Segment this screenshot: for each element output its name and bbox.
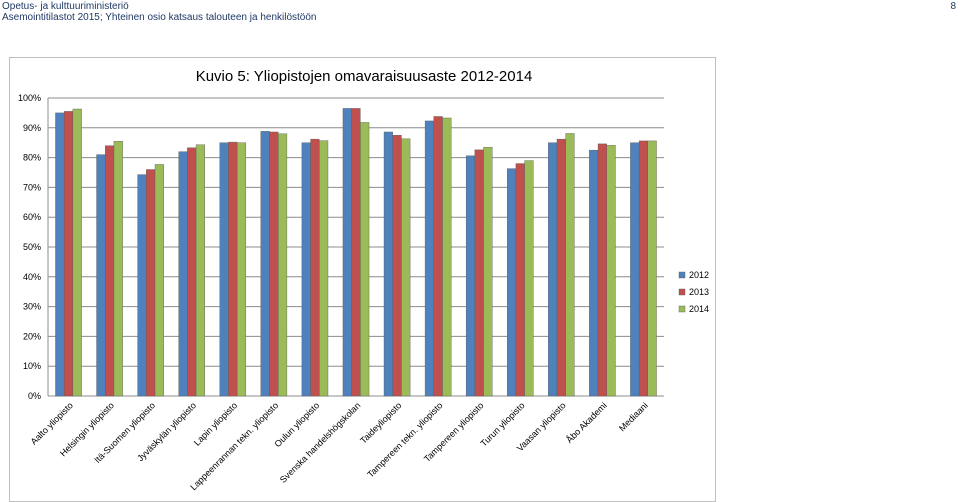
bar-2014 <box>319 140 329 397</box>
y-tick-label: 70% <box>23 182 41 192</box>
bar-2014 <box>72 108 82 397</box>
bar-2013 <box>146 169 156 397</box>
y-tick-label: 90% <box>23 123 41 133</box>
bar-2012 <box>507 168 517 397</box>
bar-2013 <box>351 108 361 397</box>
legend-swatch <box>678 288 686 296</box>
bar-2013 <box>638 140 649 397</box>
bar-2012 <box>55 112 65 397</box>
x-category-label: Taideyliopisto <box>358 400 403 445</box>
ministry-header: Opetus- ja kulttuuriministeriö <box>2 1 129 12</box>
y-tick-label: 50% <box>23 242 41 252</box>
bar-2013 <box>597 143 607 397</box>
bar-2014 <box>524 160 534 397</box>
bar-2012 <box>96 154 106 397</box>
x-category-label: Tampereen tekn. yliopisto <box>365 400 444 479</box>
x-category-label: Åbo Akademi <box>564 400 609 445</box>
y-tick-label: 0% <box>28 391 41 401</box>
bar-2014 <box>401 138 411 397</box>
legend-label: 2014 <box>689 304 709 314</box>
bar-2012 <box>260 131 270 397</box>
bar-2013 <box>515 163 525 397</box>
bar-2013 <box>556 138 566 397</box>
bar-2012 <box>424 120 434 397</box>
y-tick-label: 20% <box>23 331 41 341</box>
x-category-label: Svenska handelshögskolan <box>278 400 363 485</box>
chart-title: Kuvio 5: Yliopistojen omavaraisuusaste 2… <box>196 68 533 85</box>
bar-2014 <box>154 164 164 397</box>
bar-2013 <box>269 131 279 397</box>
bars <box>55 108 657 397</box>
y-tick-label: 100% <box>18 93 41 103</box>
bar-2013 <box>392 135 402 397</box>
y-tick-label: 30% <box>23 302 41 312</box>
bar-2013 <box>310 138 320 397</box>
bar-2014 <box>483 146 493 397</box>
bar-2013 <box>474 149 484 397</box>
x-category-label: Aalto yliopisto <box>29 400 75 446</box>
y-tick-label: 40% <box>23 272 41 282</box>
bar-2013 <box>105 145 115 397</box>
legend-swatch <box>678 271 686 279</box>
bar-2013 <box>187 147 197 397</box>
bar-2014 <box>360 122 370 397</box>
bar-2012 <box>383 131 393 397</box>
bar-2014 <box>195 144 205 397</box>
x-category-label: Lappeenrannan tekn. yliopisto <box>188 400 280 492</box>
bar-2012 <box>548 142 558 397</box>
bar-2014 <box>236 142 247 397</box>
bar-2013 <box>228 141 238 397</box>
bar-2012 <box>589 149 599 397</box>
bar-2014 <box>442 117 452 397</box>
bar-2012 <box>137 174 147 397</box>
bar-2012 <box>219 142 229 397</box>
y-tick-label: 60% <box>23 212 41 222</box>
bar-2012 <box>630 142 640 397</box>
legend-label: 2013 <box>689 287 709 297</box>
bar-2012 <box>465 155 476 397</box>
bar-2012 <box>178 151 188 397</box>
bar-2014 <box>565 133 575 397</box>
bar-2014 <box>278 133 288 397</box>
x-category-label: Mediaani <box>617 400 650 433</box>
page-number: 8 <box>950 1 956 12</box>
report-subtitle: Asemointitilastot 2015; Yhteinen osio ka… <box>2 12 317 23</box>
legend-label: 2012 <box>689 270 709 280</box>
bar-2014 <box>647 140 657 397</box>
bar-2012 <box>301 142 311 397</box>
y-tick-label: 10% <box>23 361 41 371</box>
bar-2013 <box>63 111 74 397</box>
bar-2012 <box>342 108 352 397</box>
bar-2014 <box>606 145 616 397</box>
bar-2013 <box>433 116 443 397</box>
y-axis-ticks: 0% 10% 20% 30% 40% 50% 60% 70% 80% 90% 100% <box>18 93 41 401</box>
legend-swatch <box>678 305 686 313</box>
bar-2014 <box>113 141 123 397</box>
y-tick-label: 80% <box>23 153 41 163</box>
legend: 2012 2013 2014 <box>678 270 709 314</box>
